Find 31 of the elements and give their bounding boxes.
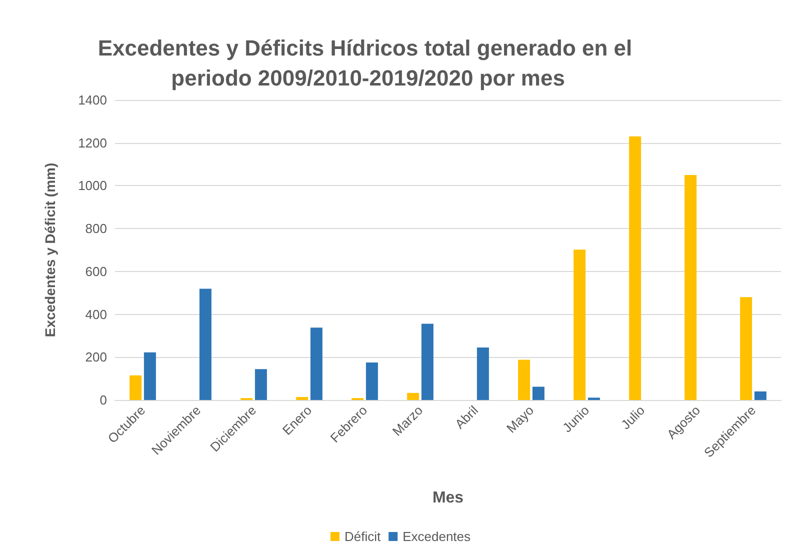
chart-title: Excedentes y Déficits Hídricos total generado en el periodo 2009/2010-2019/2020 por mes	[98, 36, 632, 90]
bar	[254, 369, 267, 400]
y-tick-label: 1200	[78, 135, 107, 150]
bar	[130, 375, 142, 400]
y-tick-label: 400	[85, 306, 107, 322]
bar	[366, 362, 378, 400]
bar	[407, 392, 420, 400]
bar	[574, 250, 586, 400]
y-tick-label: 800	[85, 221, 107, 236]
bar	[421, 324, 434, 400]
y-tick-label: 1400	[78, 92, 107, 108]
y-tick-label: 0	[100, 392, 107, 408]
legend-label: Excedentes	[402, 529, 472, 544]
y-tick-label: 1000	[78, 178, 107, 194]
bar	[629, 136, 642, 400]
bar	[296, 397, 308, 400]
bar	[754, 391, 766, 400]
y-axis-title: Excedentes y Déficit (mm)	[42, 162, 58, 338]
bar	[199, 288, 212, 400]
legend-label: Déficit	[344, 529, 381, 544]
bar	[684, 175, 697, 400]
x-axis-title: Mes	[432, 490, 464, 506]
bar	[740, 297, 752, 400]
bar	[476, 348, 489, 400]
y-tick-label: 200	[85, 350, 107, 365]
bar	[518, 360, 530, 400]
y-tick-label: 600	[85, 264, 107, 279]
bar	[144, 352, 156, 400]
bar	[532, 386, 544, 400]
x-tick-label: Julio	[618, 402, 648, 432]
bar	[310, 328, 322, 400]
